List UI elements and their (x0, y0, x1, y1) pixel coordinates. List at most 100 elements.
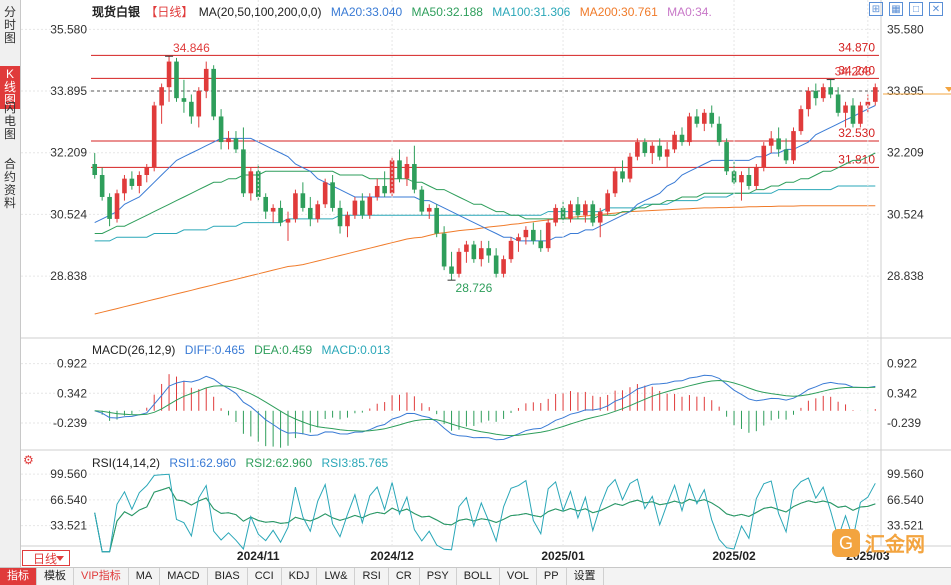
y-tick-label-right: 33.895 (887, 84, 924, 98)
grid-icon[interactable]: ▦ (889, 2, 903, 16)
candle (114, 193, 120, 219)
x-tick-label: 2025/02 (712, 549, 756, 563)
candle (218, 116, 224, 143)
candle (835, 94, 841, 113)
candle (865, 101, 871, 106)
candle (724, 142, 729, 172)
candle (523, 229, 529, 238)
watermark-logo-icon: G (832, 528, 860, 557)
indicator-tab-5[interactable]: BIAS (208, 568, 248, 585)
macd-y-tick-left: -0.239 (53, 416, 87, 430)
candle (166, 61, 172, 88)
indicator-tab-6[interactable]: CCI (248, 568, 282, 585)
candle (501, 259, 506, 274)
indicator-tab-7[interactable]: KDJ (282, 568, 318, 585)
candle (211, 68, 216, 117)
candle (441, 233, 447, 267)
sidebar-tab-0[interactable]: 分时图 (3, 5, 16, 45)
indicator-tab-9[interactable]: RSI (355, 568, 389, 585)
candle (426, 207, 432, 212)
candle (701, 112, 707, 124)
candle (174, 61, 179, 99)
candle (575, 204, 581, 216)
rsi-title: RSI(14,14,2) (92, 456, 161, 470)
window-icon[interactable]: □ (909, 2, 923, 16)
candle (159, 87, 164, 106)
indicator-tab-3[interactable]: MA (129, 568, 161, 585)
candle (449, 266, 454, 274)
candle (315, 204, 321, 219)
candle (248, 171, 254, 194)
indicator-tab-2[interactable]: VIP指标 (74, 568, 129, 585)
indicator-tab-14[interactable]: PP (537, 568, 567, 585)
indicator-tab-4[interactable]: MACD (160, 568, 208, 585)
period-label: 【日线】 (145, 5, 194, 19)
candle (226, 138, 231, 143)
candle (783, 149, 789, 161)
candle (746, 175, 752, 186)
hline-label: 34.870 (838, 40, 875, 54)
rsi-legend: RSI(14,14,2) RSI1:62.960 RSI2:62.960 RSI… (92, 456, 394, 470)
ma100-line (94, 185, 876, 242)
rsi-settings-icon[interactable]: ⚙ (23, 453, 34, 467)
period-selector[interactable]: 日线 (22, 550, 70, 566)
candle (330, 182, 335, 208)
indicator-tab-0[interactable]: 指标 (0, 568, 37, 585)
rsi2-label: RSI2:62.960 (245, 456, 313, 470)
ma200-line (94, 205, 876, 315)
rsi-y-tick-right: 99.560 (887, 467, 924, 481)
candle (99, 175, 105, 197)
sidebar-tab-2[interactable]: 闪电图 (3, 101, 16, 141)
y-tick-label-right: 35.580 (887, 22, 924, 36)
rsi-y-tick-left: 99.560 (50, 467, 87, 481)
candle (754, 167, 759, 186)
indicator-tab-10[interactable]: CR (389, 568, 420, 585)
y-tick-label-right: 28.838 (887, 269, 924, 283)
candle (679, 134, 685, 143)
candle (538, 240, 544, 249)
macd-y-tick-right: -0.239 (887, 416, 921, 430)
indicator-tab-8[interactable]: LW& (317, 568, 356, 585)
candle (635, 142, 640, 157)
candle (486, 248, 492, 256)
candle (203, 68, 209, 91)
expand-icon[interactable]: ⊞ (869, 2, 883, 16)
candle (672, 134, 677, 150)
chart-area[interactable]: 35.580 35.580 33.895 33.895 32.209 32.209 30.5… (21, 0, 951, 567)
x-tick-label: 2024/11 (237, 549, 280, 563)
indicator-tab-11[interactable]: PSY (420, 568, 457, 585)
indicator-tab-12[interactable]: BOLL (457, 568, 500, 585)
close-icon[interactable]: ✕ (929, 2, 943, 16)
candle (278, 207, 283, 223)
hline-label: 32.530 (838, 126, 875, 140)
candle (293, 193, 298, 219)
rsi-y-tick-right: 33.521 (887, 519, 924, 533)
ma-title: MA(20,50,100,200,0,0) (198, 5, 322, 19)
candle (233, 138, 239, 150)
candle (419, 189, 425, 212)
candle (627, 156, 633, 179)
candle (144, 167, 150, 175)
macd-diff-line (94, 374, 876, 441)
sidebar-tab-3[interactable]: 合约资料 (3, 157, 16, 210)
candle (412, 164, 417, 190)
candle (568, 204, 573, 219)
high-annotation: 34.208 (835, 65, 872, 79)
rsi-y-tick-left: 33.521 (50, 519, 87, 533)
indicator-tab-13[interactable]: VOL (500, 568, 537, 585)
candle (597, 211, 603, 223)
candle (382, 185, 387, 194)
candle (196, 90, 202, 117)
indicator-tab-1[interactable]: 模板 (37, 568, 74, 585)
macd-dea-label: DEA:0.459 (254, 343, 313, 357)
indicator-tab-15[interactable]: 设置 (567, 568, 604, 585)
price-arrow-icon (945, 87, 951, 93)
candle (508, 240, 514, 260)
low-annotation: 28.726 (456, 281, 493, 295)
candle (813, 90, 819, 99)
candle (694, 116, 700, 124)
candle (605, 193, 610, 212)
macd-title: MACD(26,12,9) (92, 343, 176, 357)
hline-label: 31.810 (838, 152, 875, 166)
